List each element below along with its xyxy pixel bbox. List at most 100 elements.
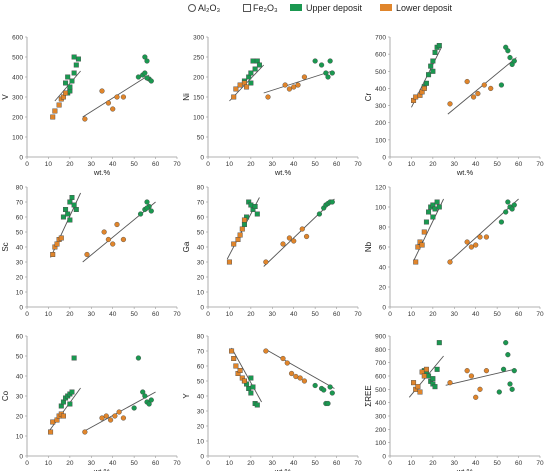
- lower-fe2o3-data-point: [226, 259, 232, 265]
- trend-line: [48, 387, 81, 433]
- lower-al2o3-data-point: [464, 368, 470, 374]
- x-tick-label: 60: [333, 460, 341, 467]
- x-tick-label: 20: [66, 311, 74, 318]
- upper-al2o3-data-point: [496, 389, 502, 395]
- x-tick-label: 70: [354, 460, 362, 467]
- upper-fe2o3-data-point: [246, 386, 252, 392]
- panel-sc-chart: 0 10 20 30 40 50 60 70 80 0 10 20 30 40 50 60 70 Sc: [1, 185, 181, 319]
- x-tick-label: 60: [152, 311, 160, 318]
- y-tick-label: 300: [193, 35, 204, 42]
- y-tick-label: 0: [382, 305, 386, 312]
- lower-fe2o3-data-point: [54, 241, 60, 247]
- x-tick-label: 40: [472, 460, 480, 467]
- lower-deposit-swatch: [380, 4, 392, 11]
- y-tick-label: 40: [16, 245, 24, 252]
- y-tick-label: 70: [197, 349, 205, 356]
- y-tick-label: 500: [375, 69, 386, 76]
- lower-al2o3-data-point: [105, 100, 112, 106]
- x-tick-label: 70: [354, 311, 362, 318]
- panel-ree-chart: 0 100 200 300 400 500 600 700 800 900 0 10 20 30 40 50 6…: [364, 334, 544, 471]
- upper-deposit-swatch: [290, 4, 302, 11]
- upper-fe2o3-data-point: [436, 204, 442, 210]
- upper-fe2o3-data-point: [71, 202, 77, 208]
- lower-fe2o3-data-point: [50, 114, 56, 120]
- upper-fe2o3-data-point: [432, 384, 438, 390]
- upper-al2o3-data-point: [325, 400, 331, 407]
- lower-al2o3-data-point: [284, 360, 290, 366]
- x-tick-label: 50: [494, 161, 502, 168]
- panel-ni-chart: 0 50 100 150 200 250 300 0 10 20 30 40 50 60 70 wt.% Ni: [182, 35, 362, 178]
- y-tick-label: 200: [12, 115, 23, 122]
- lower-al2o3-data-point: [477, 234, 483, 240]
- x-tick-label: 30: [269, 460, 277, 467]
- y-tick-label: 60: [16, 215, 24, 222]
- x-tick-label: 10: [408, 311, 416, 318]
- y-tick-label: 0: [382, 454, 386, 461]
- lower-al2o3-data-point: [280, 355, 286, 362]
- upper-al2o3-data-point: [505, 352, 511, 358]
- y-tick-label: 20: [16, 275, 24, 282]
- x-tick-label: 30: [451, 311, 459, 318]
- lower-al2o3-data-point: [483, 234, 490, 240]
- upper-al2o3-data-point: [498, 82, 505, 88]
- y-tick-label: 250: [193, 55, 204, 62]
- x-tick-label: 40: [290, 460, 298, 467]
- x-tick-label: 10: [45, 161, 53, 168]
- y-tick-label: 70: [16, 200, 24, 207]
- lower-al2o3-data-point: [112, 413, 118, 419]
- x-tick-label: 70: [173, 311, 181, 318]
- lower-fe2o3-data-point: [415, 384, 421, 390]
- upper-al2o3-data-point: [142, 70, 148, 76]
- lower-al2o3-data-point: [468, 373, 475, 379]
- lower-al2o3-data-point: [82, 429, 88, 435]
- y-axis-label: Y: [182, 393, 191, 399]
- upper-fe2o3-data-point: [436, 43, 442, 49]
- upper-al2o3-data-point: [509, 386, 515, 392]
- y-axis-label: Co: [1, 390, 10, 401]
- x-tick-label: 40: [109, 161, 117, 168]
- lower-fe2o3-data-point: [237, 368, 243, 374]
- lower-fe2o3-data-point: [231, 241, 237, 247]
- upper-fe2o3-data-point: [67, 84, 73, 90]
- upper-fe2o3-data-point: [252, 66, 258, 72]
- y-tick-label: 40: [197, 245, 205, 252]
- y-tick-label: 700: [375, 35, 386, 42]
- x-tick-label: 60: [515, 161, 523, 168]
- lower-al2o3-data-point: [301, 74, 308, 80]
- y-tick-label: 10: [16, 290, 24, 297]
- lower-fe2o3-data-point: [421, 229, 427, 235]
- upper-fe2o3-data-point: [432, 206, 438, 212]
- upper-fe2o3-data-point: [436, 340, 442, 346]
- y-tick-label: 0: [19, 155, 23, 162]
- x-tick-label: 70: [173, 161, 181, 168]
- x-tick-label: 60: [333, 161, 341, 168]
- x-axis-label: wt.%: [274, 467, 292, 471]
- y-tick-label: 200: [193, 75, 204, 82]
- upper-fe2o3-data-point: [426, 209, 432, 215]
- y-tick-label: 60: [379, 245, 387, 252]
- upper-al2o3-data-point: [148, 397, 154, 403]
- y-tick-label: 80: [197, 334, 205, 341]
- upper-fe2o3-data-point: [426, 72, 432, 78]
- upper-al2o3-data-point: [509, 206, 515, 212]
- x-tick-label: 10: [226, 460, 234, 467]
- x-tick-label: 30: [451, 161, 459, 168]
- upper-fe2o3-data-point: [248, 202, 254, 208]
- y-tick-label: 20: [197, 424, 205, 431]
- lower-al2o3-data-point: [99, 88, 105, 94]
- x-tick-label: 20: [429, 161, 437, 168]
- upper-fe2o3-data-point: [67, 199, 73, 205]
- upper-fe2o3-data-point: [75, 56, 81, 62]
- y-tick-label: 50: [197, 379, 205, 386]
- x-axis-label: wt.%: [456, 168, 474, 177]
- lower-al2o3-data-point: [447, 380, 453, 386]
- lower-fe2o3-data-point: [50, 251, 56, 257]
- y-axis-label: ΣREE: [364, 385, 373, 406]
- y-tick-label: 0: [19, 454, 23, 461]
- y-tick-label: 200: [375, 120, 386, 127]
- y-tick-label: 40: [16, 374, 24, 381]
- y-axis-label: Nb: [364, 241, 373, 252]
- lower-al2o3-data-point: [103, 413, 109, 419]
- upper-al2o3-data-point: [316, 211, 323, 217]
